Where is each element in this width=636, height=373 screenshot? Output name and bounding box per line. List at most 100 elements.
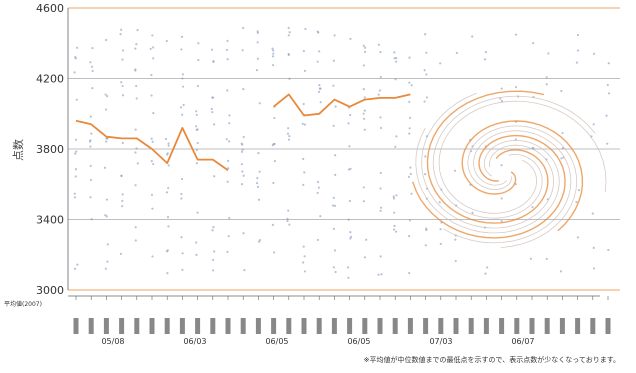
data-point (380, 273, 383, 276)
data-point (408, 219, 412, 222)
data-point (255, 69, 259, 72)
data-point (304, 27, 307, 31)
data-point (73, 196, 77, 199)
data-point (74, 175, 77, 178)
data-point (560, 157, 563, 160)
data-point (258, 170, 261, 173)
data-point (303, 270, 306, 273)
data-point (363, 96, 366, 99)
data-point (213, 250, 216, 253)
swirl-path (432, 95, 596, 219)
data-point (333, 249, 336, 252)
data-point (89, 145, 92, 148)
data-point (211, 229, 214, 232)
data-point (332, 59, 335, 62)
data-point (151, 140, 154, 143)
data-point (302, 183, 305, 187)
data-point (453, 169, 457, 172)
data-point (91, 87, 94, 90)
data-point (605, 114, 608, 117)
data-point (179, 106, 183, 109)
data-point (349, 113, 352, 117)
data-point (425, 73, 428, 76)
x-tick-label (392, 318, 398, 334)
data-point (302, 245, 305, 248)
data-point (301, 122, 304, 125)
data-point (150, 73, 153, 77)
data-point (121, 49, 125, 52)
data-point (240, 150, 244, 153)
data-point (89, 115, 92, 118)
swirl-path (461, 120, 584, 232)
data-point (332, 227, 336, 230)
data-point (106, 137, 109, 140)
data-point (90, 65, 94, 68)
data-point (363, 109, 366, 112)
data-point (258, 238, 261, 242)
data-point (380, 206, 383, 209)
x-tick-label (468, 318, 474, 334)
data-point (73, 267, 77, 270)
swirl-path (421, 92, 555, 229)
data-point (395, 194, 398, 197)
data-point (226, 159, 230, 162)
data-point (272, 49, 275, 52)
data-point (545, 76, 548, 79)
data-point (73, 192, 76, 195)
data-point (364, 46, 367, 49)
data-point (121, 199, 124, 202)
data-point (167, 225, 170, 228)
x-tick-label (407, 318, 413, 334)
data-point (243, 269, 246, 272)
data-point (135, 147, 138, 150)
x-tick-label (73, 318, 79, 334)
data-point (303, 123, 306, 126)
data-point (408, 132, 411, 135)
data-point (393, 211, 396, 214)
data-point (152, 46, 155, 49)
data-point (347, 266, 350, 269)
data-point (195, 241, 198, 244)
data-point (547, 52, 550, 55)
data-point (241, 148, 244, 151)
x-tick-label (103, 318, 109, 334)
data-point (271, 144, 274, 147)
swirl-path (438, 100, 607, 214)
data-point (271, 63, 275, 67)
x-group-label: 07/03 (429, 337, 452, 346)
data-point (363, 128, 366, 131)
data-point (424, 155, 427, 158)
data-point (317, 186, 320, 189)
data-point (606, 83, 609, 87)
x-tick-label (544, 318, 550, 334)
data-point (575, 61, 578, 64)
data-point (90, 218, 93, 221)
x-tick-label (377, 318, 383, 334)
x-tick-label (453, 318, 459, 334)
data-point (455, 51, 458, 55)
data-point (242, 174, 245, 177)
data-point (196, 141, 199, 145)
data-point (410, 192, 413, 195)
grid (67, 7, 620, 291)
data-point (334, 154, 337, 157)
y-tick-label: 3000 (36, 284, 64, 297)
data-point (272, 52, 275, 55)
x-tick-label (210, 318, 216, 334)
x-tick-label (347, 318, 353, 334)
data-point (213, 123, 216, 126)
data-point (212, 60, 215, 63)
data-point (195, 149, 198, 152)
data-point (104, 93, 107, 96)
data-point (180, 197, 183, 200)
data-point (242, 135, 245, 139)
swirl-path (412, 134, 566, 239)
data-point (180, 192, 183, 196)
data-point (121, 193, 124, 196)
data-point (121, 141, 124, 145)
data-point (592, 123, 595, 126)
x-group-label: 06/05 (347, 337, 370, 346)
data-point (197, 58, 200, 62)
data-point (271, 55, 275, 58)
y-axis-label: 点数 (12, 139, 25, 161)
